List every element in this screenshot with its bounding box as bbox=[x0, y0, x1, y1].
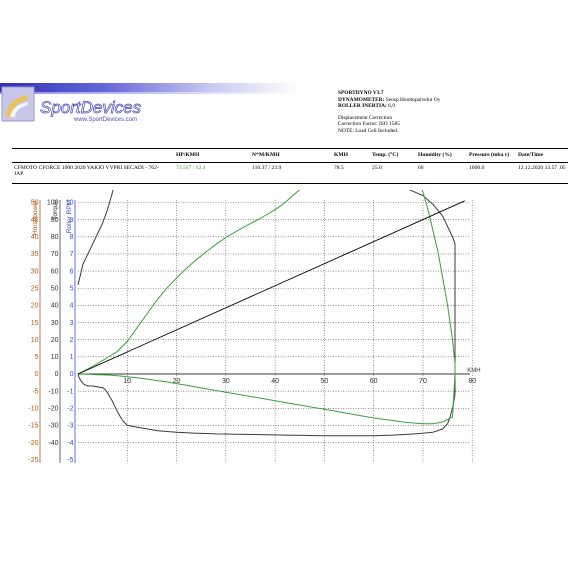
datetime-value: 12.12.2020 13.57 .05 bbox=[518, 165, 566, 171]
hp-tick-label: -15 bbox=[28, 423, 38, 430]
rpm-tick-label: -5 bbox=[67, 457, 73, 464]
torque-tick-label: 50 bbox=[51, 285, 59, 292]
rpm-tick-label: 0 bbox=[70, 371, 74, 378]
torque-tick-label: 70 bbox=[51, 251, 59, 258]
torque-tick-label: 60 bbox=[51, 268, 59, 275]
logo-wordmark: SportDevices bbox=[40, 98, 142, 117]
torque-tick-label: 100 bbox=[47, 200, 59, 207]
torque-tick-label: 90 bbox=[51, 217, 59, 224]
rpm-tick-label: 7 bbox=[70, 251, 74, 258]
hp-tick-label: 40 bbox=[31, 234, 39, 241]
hp-tick-label: -10 bbox=[28, 406, 38, 413]
correction-line-1: Displacement Correction bbox=[338, 114, 393, 121]
kmh-value: 78.5 bbox=[334, 165, 344, 171]
torque-axis-label: Torque bbox=[52, 200, 59, 220]
x-tick-label: 20 bbox=[173, 378, 181, 385]
hp-tick-label: -20 bbox=[28, 440, 38, 447]
header-kmh: KMH bbox=[334, 152, 348, 158]
dyno-chart: -25-20-15-10-505101520253035404550-40-30… bbox=[28, 190, 481, 464]
torque-tick-label: -10 bbox=[48, 388, 58, 395]
chart-grid bbox=[78, 200, 473, 463]
roller-inertia-value: 6,9 bbox=[388, 103, 395, 110]
horsepower-curve bbox=[77, 190, 456, 425]
correction-line-3: NOTE: Load Cell Included. bbox=[338, 127, 399, 134]
hp-tick-label: 5 bbox=[35, 354, 39, 361]
x-tick-label: 80 bbox=[468, 378, 476, 385]
hp-value: 73.567 / 62.4 bbox=[176, 165, 206, 171]
rpm-tick-label: 10 bbox=[66, 200, 74, 207]
hp-tick-label: -25 bbox=[28, 457, 38, 464]
torque-tick-label: -20 bbox=[48, 406, 58, 413]
header-hp: HP/KMH bbox=[176, 152, 200, 158]
x-tick-label: 70 bbox=[419, 378, 427, 385]
temp-value: 25.0 bbox=[372, 165, 382, 171]
run-name: CFMOTO CFORCE 1000 2020 VAKIO VVPRI SECA… bbox=[14, 165, 159, 178]
hp-tick-label: 15 bbox=[31, 320, 39, 327]
hp-tick-label: 35 bbox=[31, 251, 39, 258]
x-tick-label: 60 bbox=[370, 378, 378, 385]
header-pressure: Pressure (mba r) bbox=[469, 152, 510, 158]
roller_rpm-curve bbox=[77, 200, 465, 375]
torque-tick-label: 30 bbox=[51, 320, 59, 327]
torque-tick-label: 10 bbox=[51, 354, 59, 361]
dyno-info: SPORTDYNO V3.7 DYNAMOMETER: Seosp Huolto… bbox=[338, 90, 440, 135]
humidity-value: 60 bbox=[418, 165, 424, 171]
x-tick-label: 10 bbox=[123, 378, 131, 385]
rpm-tick-label: -1 bbox=[67, 388, 73, 395]
hp-tick-label: 25 bbox=[31, 285, 39, 292]
rpm-tick-label: -3 bbox=[67, 423, 73, 430]
rpm-tick-label: 8 bbox=[70, 234, 74, 241]
rpm-tick-label: 9 bbox=[70, 217, 74, 224]
hp-tick-label: 0 bbox=[35, 371, 39, 378]
results-table: HP/KMH N*M/KMH KMH Temp. (°C) Humidity (… bbox=[12, 148, 568, 184]
correction-line-2: Correction Factor: ISO 1585 bbox=[338, 121, 400, 128]
hp-tick-label: 50 bbox=[31, 200, 39, 207]
header-torque: N*M/KMH bbox=[252, 152, 280, 158]
hp-tick-label: 20 bbox=[31, 303, 39, 310]
rpm-tick-label: 2 bbox=[70, 337, 74, 344]
header-datetime: Date/Time bbox=[518, 152, 544, 158]
torque-tick-label: 40 bbox=[51, 303, 59, 310]
rpm-tick-label: 3 bbox=[70, 320, 74, 327]
rpm-tick-label: -4 bbox=[67, 440, 73, 447]
dynamometer-label: DYNAMOMETER: bbox=[338, 96, 385, 103]
horsepower-axis-label: Horsepower bbox=[32, 199, 39, 235]
torque-tick-label: 0 bbox=[55, 371, 59, 378]
dynamometer-value: Seosp Huoltopalvelut Oy bbox=[385, 96, 441, 103]
roller-rpm-axis-label: Roller RPM bbox=[66, 200, 73, 233]
torque-tick-label: -30 bbox=[48, 423, 58, 430]
chart-labels: -25-20-15-10-505101520253035404550-40-30… bbox=[28, 199, 480, 464]
pressure-value: 1000.0 bbox=[469, 165, 485, 171]
hp-tick-label: 10 bbox=[31, 337, 39, 344]
logo-url: www.SportDevices.com bbox=[73, 117, 137, 123]
rpm-tick-label: 4 bbox=[70, 303, 74, 310]
product-name: SPORTDYNO V3.7 bbox=[338, 90, 384, 96]
header-temp: Temp. (°C) bbox=[372, 152, 399, 158]
chart-series bbox=[77, 190, 465, 437]
sportdevices-logo: SportDevices www.SportDevices.com bbox=[0, 83, 300, 123]
rpm-tick-label: -2 bbox=[67, 406, 73, 413]
hp-tick-label: 45 bbox=[31, 217, 39, 224]
x-tick-label: 30 bbox=[222, 378, 230, 385]
torque-curve bbox=[77, 190, 456, 437]
hp-tick-label: -5 bbox=[32, 388, 38, 395]
header-humidity: Humidity (%) bbox=[418, 152, 452, 158]
roller-inertia-label: ROLLER INERTIA: bbox=[338, 103, 387, 110]
chart-axes bbox=[39, 200, 470, 463]
x-axis-label: KMH bbox=[467, 368, 480, 374]
rpm-tick-label: 6 bbox=[70, 268, 74, 275]
x-tick-label: 40 bbox=[271, 378, 279, 385]
torque-tick-label: -40 bbox=[48, 440, 58, 447]
rpm-tick-label: 5 bbox=[70, 285, 74, 292]
torque-value: 116.37 / 23.9 bbox=[252, 165, 282, 171]
torque-tick-label: 20 bbox=[51, 337, 59, 344]
x-tick-label: 50 bbox=[321, 378, 329, 385]
torque-tick-label: 80 bbox=[51, 234, 59, 241]
rpm-tick-label: 1 bbox=[70, 354, 74, 361]
hp-tick-label: 30 bbox=[31, 268, 39, 275]
